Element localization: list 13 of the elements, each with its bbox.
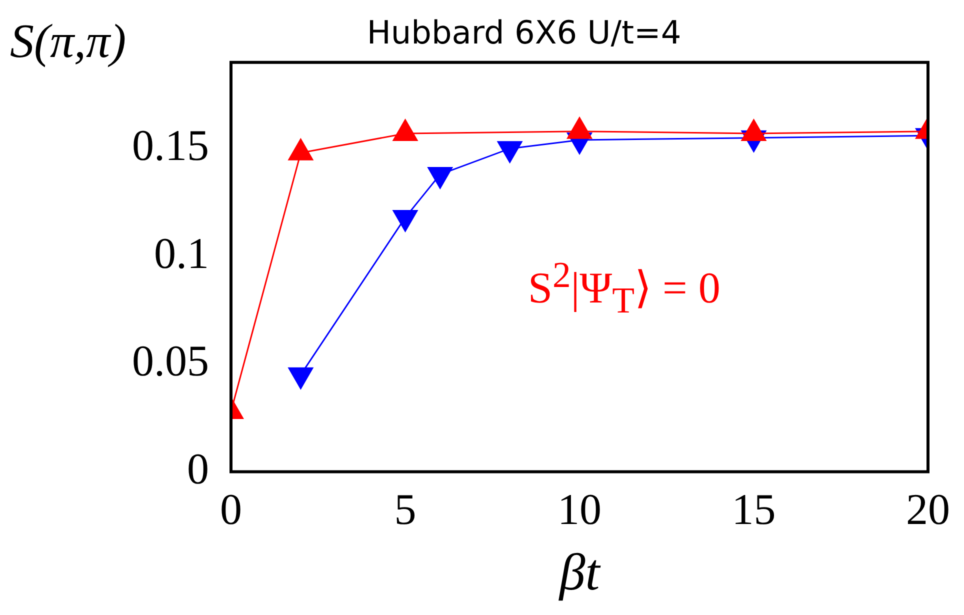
annotation: S$^{2}$|Ψ$_{T}$⟩ = 0 <box>528 253 720 322</box>
y-tick-label: 0.05 <box>132 336 209 386</box>
y-axis-title: S(π,π) <box>10 14 126 69</box>
x-tick-label: 10 <box>558 484 602 534</box>
x-tick-label: 20 <box>906 484 950 534</box>
y-tick-label: 0.1 <box>154 228 209 278</box>
y-tick-label: 0.15 <box>132 121 209 170</box>
x-axis-title: βt <box>558 544 602 602</box>
chart-title: Hubbard 6X6 U/t=4 <box>366 14 682 52</box>
x-tick-label: 0 <box>220 484 242 534</box>
x-tick-label: 5 <box>394 484 416 534</box>
x-tick-label: 15 <box>732 484 776 534</box>
y-tick-label: 0 <box>187 444 209 494</box>
